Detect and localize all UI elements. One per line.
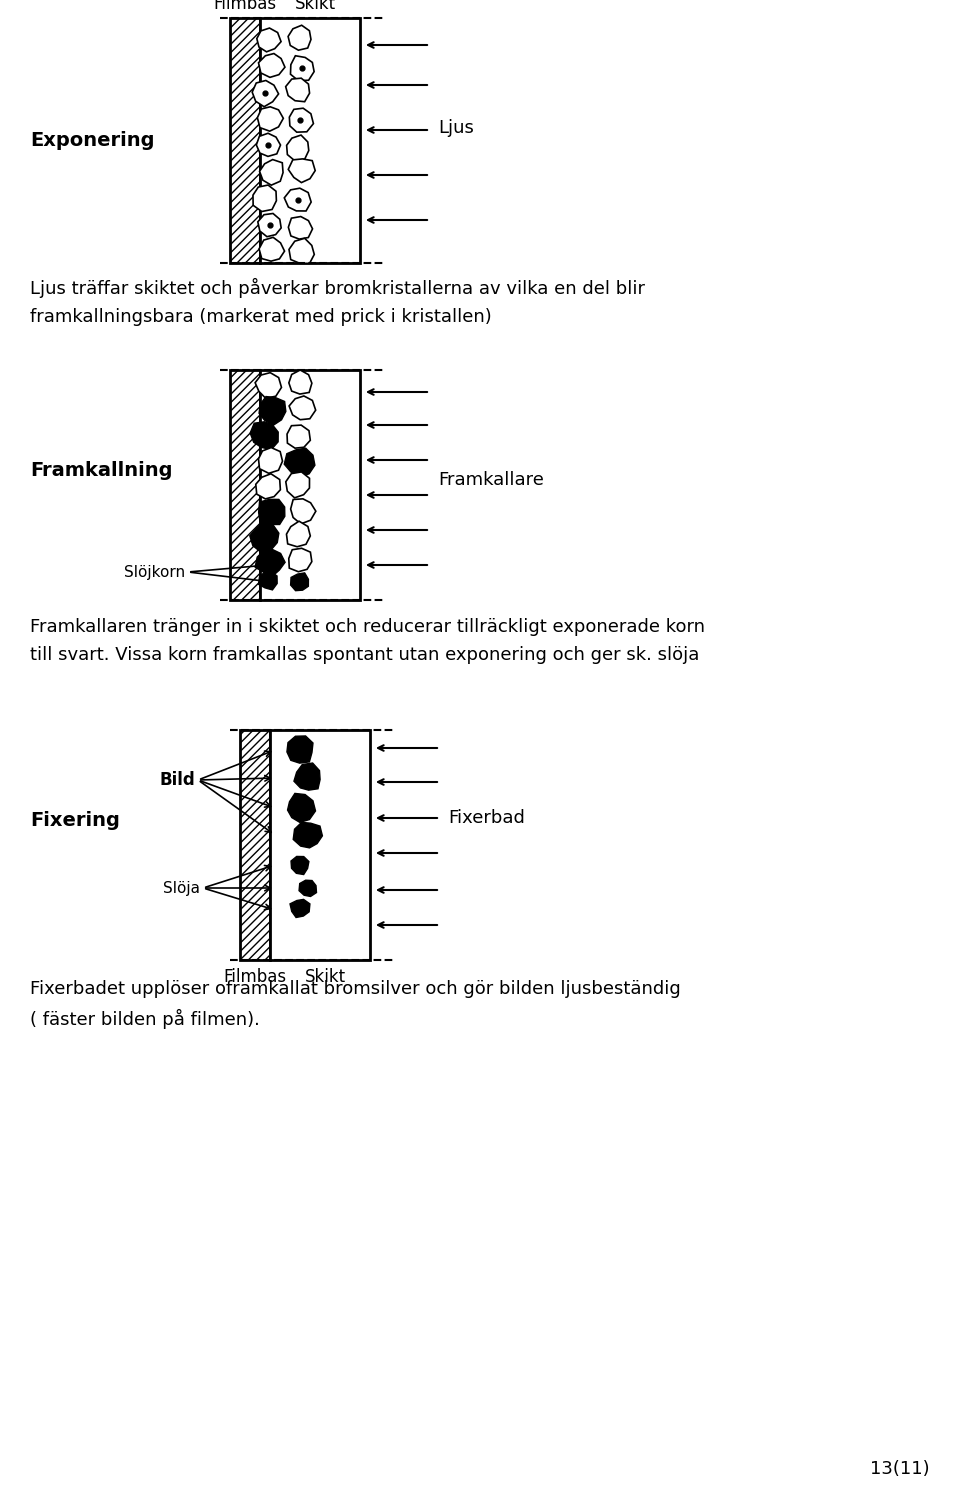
Polygon shape [289, 108, 313, 132]
Polygon shape [258, 572, 277, 590]
Bar [230, 370, 260, 600]
Polygon shape [287, 735, 313, 763]
Text: Fixerbadet upplöser oframkallat bromsilver och gör bilden ljusbeständig
( fäster: Fixerbadet upplöser oframkallat bromsilv… [30, 981, 681, 1029]
Polygon shape [287, 135, 309, 161]
Polygon shape [286, 522, 310, 547]
Polygon shape [255, 373, 281, 399]
Bar [270, 729, 370, 960]
Text: Filmbas: Filmbas [224, 969, 287, 987]
Polygon shape [258, 499, 285, 525]
Text: Framkallaren tränger in i skiktet och reducerar tillräckligt exponerade korn
til: Framkallaren tränger in i skiktet och re… [30, 618, 705, 663]
Text: Slöjkorn: Slöjkorn [124, 564, 185, 579]
Polygon shape [257, 29, 281, 51]
Text: Fixering: Fixering [30, 811, 120, 830]
Polygon shape [253, 185, 276, 212]
Text: Framkallning: Framkallning [30, 460, 173, 480]
Polygon shape [291, 856, 309, 874]
Polygon shape [288, 217, 313, 239]
Bar [240, 729, 270, 960]
Polygon shape [291, 573, 308, 591]
Polygon shape [287, 426, 310, 448]
Polygon shape [286, 78, 309, 102]
Polygon shape [289, 396, 316, 420]
Text: Ljus: Ljus [438, 119, 474, 137]
Polygon shape [284, 448, 315, 477]
Polygon shape [288, 159, 315, 182]
Polygon shape [284, 188, 311, 211]
Polygon shape [289, 370, 312, 394]
Polygon shape [290, 899, 310, 917]
Polygon shape [258, 214, 281, 236]
Polygon shape [257, 107, 283, 131]
Polygon shape [288, 26, 311, 50]
Polygon shape [293, 823, 323, 848]
Text: Ljus träffar skiktet och påverkar bromkristallerna av vilka en del blir
framkall: Ljus träffar skiktet och påverkar bromkr… [30, 278, 645, 326]
Text: 13(11): 13(11) [871, 1460, 930, 1478]
Text: Exponering: Exponering [30, 131, 155, 149]
Polygon shape [286, 472, 309, 498]
Text: Skikt: Skikt [295, 0, 336, 14]
Bar [260, 370, 360, 600]
Polygon shape [288, 794, 316, 823]
Bar [230, 18, 260, 263]
Polygon shape [300, 880, 317, 896]
Polygon shape [259, 238, 284, 262]
Text: Bild: Bild [159, 772, 195, 790]
Polygon shape [258, 448, 282, 474]
Polygon shape [258, 54, 285, 77]
Polygon shape [259, 159, 283, 185]
Polygon shape [291, 56, 314, 81]
Polygon shape [256, 134, 280, 156]
Polygon shape [251, 421, 278, 450]
Polygon shape [294, 763, 320, 790]
Polygon shape [291, 499, 316, 523]
Bar [260, 18, 360, 263]
Polygon shape [289, 549, 312, 572]
Polygon shape [259, 397, 286, 426]
Polygon shape [255, 549, 285, 576]
Text: Framkallare: Framkallare [438, 471, 544, 489]
Polygon shape [255, 474, 280, 499]
Polygon shape [252, 81, 278, 107]
Polygon shape [289, 238, 314, 263]
Text: Filmbas: Filmbas [213, 0, 276, 14]
Polygon shape [250, 522, 278, 552]
Text: Slöja: Slöja [163, 880, 200, 895]
Text: Fixerbad: Fixerbad [448, 809, 525, 827]
Text: Skikt: Skikt [304, 969, 346, 987]
